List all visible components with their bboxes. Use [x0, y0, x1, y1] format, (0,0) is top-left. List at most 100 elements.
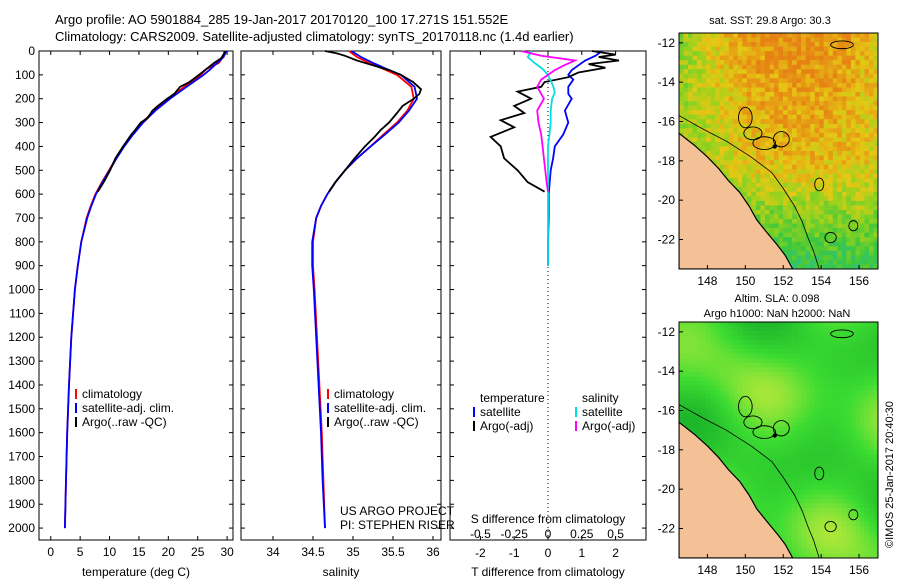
map-cell: [864, 200, 870, 206]
map-cell: [828, 322, 834, 327]
map-cell: [755, 114, 761, 120]
map-cell: [679, 123, 684, 129]
map-cell: [737, 64, 743, 70]
map-cell: [855, 358, 861, 364]
map-cell: [841, 200, 847, 206]
map-cell: [864, 553, 870, 558]
map-cell: [814, 46, 820, 52]
map-cell: [810, 101, 816, 106]
map-cell: [755, 476, 761, 482]
map-cell: [869, 526, 874, 532]
map-cell: [859, 458, 865, 464]
map-cell: [864, 512, 870, 518]
map-cell: [778, 440, 784, 445]
map-cell: [850, 467, 856, 473]
map-cell: [783, 141, 788, 147]
map-cell: [733, 344, 739, 350]
map-cell: [760, 64, 766, 70]
map-cell: [774, 137, 779, 143]
map-cell: [869, 358, 874, 364]
map-cell: [792, 421, 797, 427]
map-cell: [774, 480, 779, 486]
map-cell: [710, 151, 716, 156]
map-cell: [855, 544, 861, 550]
map-cell: [855, 371, 861, 377]
map-cell: [832, 164, 838, 170]
map-cell: [859, 512, 865, 518]
map-cell: [810, 426, 816, 432]
map-cell: [873, 46, 878, 52]
map-cell: [746, 105, 752, 111]
map-cell: [837, 444, 843, 450]
map-cell: [823, 96, 829, 102]
map-cell: [706, 92, 711, 97]
map-cell: [869, 119, 874, 125]
map-cell: [733, 92, 739, 97]
x-tick-label: 30: [220, 545, 234, 559]
map-cell: [850, 326, 856, 332]
map-cell: [697, 141, 702, 147]
map-cell: [751, 128, 757, 134]
map-cell: [837, 417, 843, 423]
map-cell: [855, 87, 861, 93]
map-cell: [846, 87, 852, 93]
map-cell: [706, 114, 711, 120]
map-cell: [869, 214, 874, 220]
map-cell: [769, 326, 775, 332]
map-cell: [715, 92, 721, 97]
map-cell: [819, 132, 825, 138]
map-cell: [783, 476, 788, 482]
map-cell: [755, 494, 761, 500]
map-cell: [710, 331, 716, 336]
map-cell: [787, 137, 793, 143]
map-cell: [715, 344, 721, 350]
map-cell: [850, 471, 856, 477]
map-cell: [746, 358, 752, 364]
map-cell: [859, 548, 865, 554]
map-cell: [869, 548, 874, 554]
map-cell: [733, 101, 739, 106]
map-cell: [746, 73, 752, 79]
map-cell: [796, 403, 802, 409]
map-cell: [873, 78, 878, 84]
map-cell: [706, 340, 711, 346]
map-cell: [859, 335, 865, 341]
map-cell: [869, 182, 874, 188]
map-cell: [850, 530, 856, 536]
map-cell: [733, 390, 739, 395]
map-cell: [859, 476, 865, 482]
map-cell: [701, 137, 707, 143]
map-cell: [796, 358, 802, 364]
map-cell: [697, 430, 702, 436]
map-cell: [823, 182, 829, 188]
map-cell: [859, 449, 865, 454]
map-cell: [706, 128, 711, 134]
depth-tick-label: 300: [15, 116, 35, 130]
map-cell: [774, 73, 779, 79]
map-cell: [805, 255, 811, 261]
map-cell: [774, 200, 779, 206]
map-cell: [810, 250, 816, 256]
map-cell: [760, 101, 766, 106]
map-cell: [769, 96, 775, 102]
map-cell: [846, 191, 852, 197]
map-cell: [679, 92, 684, 97]
map-cell: [760, 105, 766, 111]
map-cell: [751, 114, 757, 120]
map-cell: [855, 196, 861, 202]
map-cell: [764, 394, 770, 400]
map-cell: [697, 137, 702, 143]
map-cell: [828, 394, 834, 400]
map-cell: [715, 367, 721, 373]
map-cell: [819, 426, 825, 432]
map-cell: [810, 494, 816, 500]
map-cell: [869, 390, 874, 395]
map-cell: [715, 403, 721, 409]
map-cell: [728, 453, 734, 459]
map-cell: [796, 344, 802, 350]
map-cell: [828, 128, 834, 134]
map-cell: [810, 119, 816, 125]
map-cell: [719, 340, 725, 346]
map-cell: [873, 264, 878, 269]
map-cell: [706, 394, 711, 400]
